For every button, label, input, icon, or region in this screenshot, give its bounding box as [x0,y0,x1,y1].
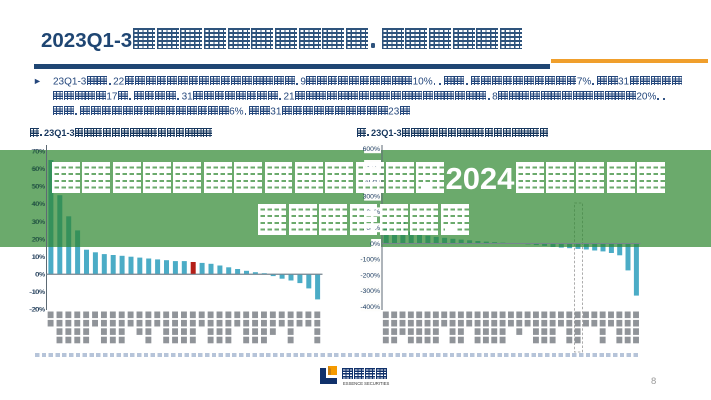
svg-text:50%: 50% [32,184,45,191]
svg-text:-400%: -400% [360,304,380,311]
svg-text:10%: 10% [32,254,45,261]
svg-text:-10%: -10% [30,289,45,296]
svg-text:10%: 10% [31,254,45,261]
svg-text:30%: 30% [32,219,45,226]
svg-text:-200%: -200% [360,272,380,279]
svg-text:600%: 600% [363,146,380,153]
svg-text:0%: 0% [370,241,380,248]
svg-text:-300%: -300% [360,288,380,295]
svg-text:0%: 0% [35,272,45,279]
svg-text:-100%: -100% [360,257,380,264]
svg-text:40%: 40% [32,201,45,208]
svg-text:60%: 60% [32,166,45,173]
svg-text:300%: 300% [363,193,380,200]
svg-text:70%: 70% [32,149,45,156]
svg-text:0%: 0% [36,272,46,279]
svg-text:-10%: -10% [29,289,45,296]
svg-text:-20%: -20% [29,307,45,314]
svg-text:20%: 20% [32,236,45,243]
svg-text:-20%: -20% [30,307,45,314]
